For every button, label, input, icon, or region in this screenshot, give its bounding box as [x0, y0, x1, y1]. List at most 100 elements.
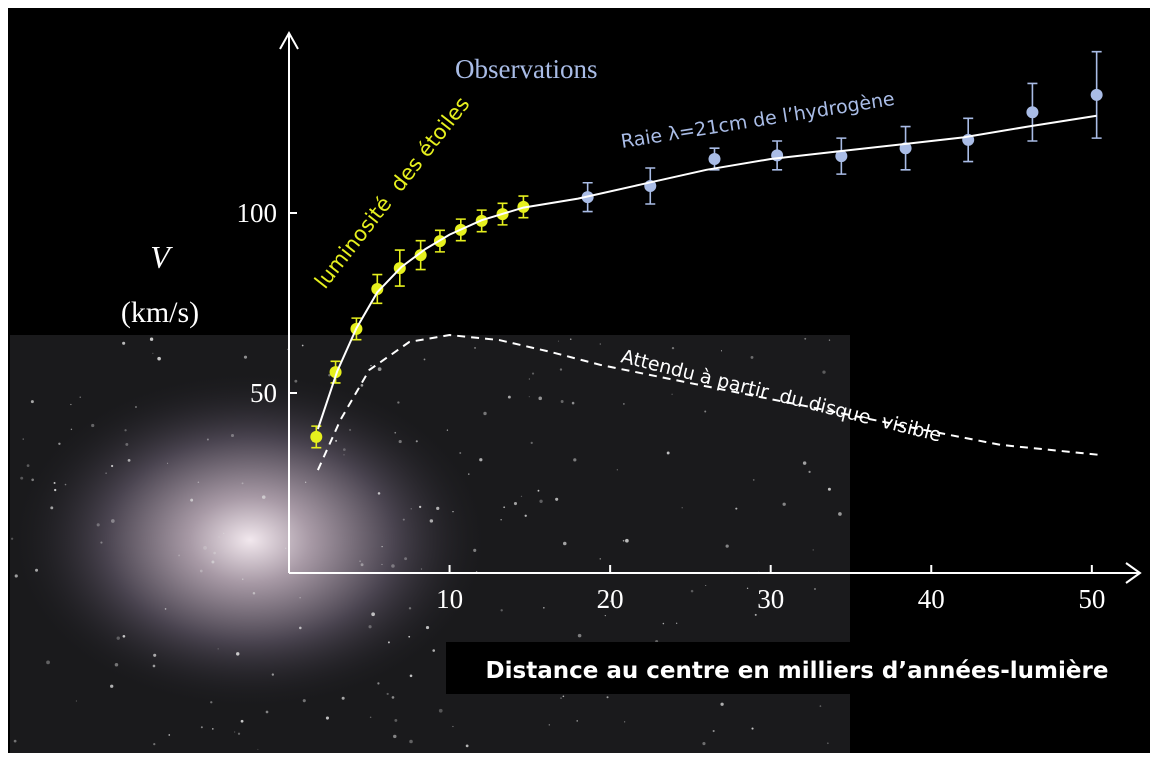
star — [257, 749, 258, 750]
star — [572, 402, 575, 405]
star — [381, 564, 382, 565]
star — [218, 648, 219, 649]
star — [394, 432, 396, 434]
star — [381, 546, 382, 547]
star — [97, 523, 100, 526]
star — [479, 458, 482, 461]
star — [827, 742, 829, 744]
star — [201, 726, 203, 728]
y-axis-unit: (km/s) — [121, 296, 199, 329]
x-tick-label: 50 — [1078, 584, 1105, 614]
star — [573, 458, 576, 461]
star — [563, 695, 565, 697]
star — [110, 685, 113, 688]
star — [23, 438, 24, 439]
star — [570, 338, 572, 340]
star — [600, 558, 601, 559]
star — [578, 634, 582, 638]
star — [539, 500, 542, 503]
star — [124, 429, 126, 431]
star — [361, 563, 364, 566]
star — [447, 429, 448, 430]
star — [468, 473, 469, 474]
star — [408, 636, 410, 638]
star — [234, 732, 235, 733]
star — [117, 636, 120, 639]
star — [529, 396, 530, 397]
star — [538, 490, 540, 492]
star — [150, 338, 153, 341]
star — [343, 448, 346, 451]
star — [31, 478, 34, 481]
star — [54, 489, 56, 491]
star — [838, 512, 842, 516]
y-axis-label: V — [150, 239, 173, 275]
star — [190, 499, 193, 502]
star — [212, 728, 214, 730]
star — [473, 549, 476, 552]
star — [755, 614, 757, 616]
star — [531, 442, 533, 444]
star — [625, 539, 629, 543]
star — [735, 508, 737, 510]
y-tick-label: 100 — [237, 198, 278, 228]
star — [392, 696, 395, 699]
star — [820, 705, 822, 707]
star — [751, 356, 754, 359]
star — [483, 412, 486, 415]
star — [242, 482, 244, 484]
star — [804, 338, 806, 340]
star — [397, 401, 399, 403]
star — [157, 357, 161, 361]
star — [349, 429, 351, 431]
x-tick-label: 30 — [757, 584, 784, 614]
star — [294, 380, 297, 383]
star — [168, 734, 170, 736]
data-point — [709, 153, 721, 165]
star — [525, 515, 527, 517]
star — [576, 720, 578, 722]
star — [452, 726, 453, 727]
galaxy — [10, 370, 490, 710]
star — [514, 502, 517, 505]
star — [393, 735, 396, 738]
star — [58, 443, 60, 445]
star — [783, 503, 786, 506]
star — [558, 341, 559, 342]
star — [213, 552, 216, 555]
star — [128, 459, 131, 462]
star — [335, 440, 337, 442]
star — [71, 429, 72, 430]
page: Observations V (km/s) Distance au centre… — [0, 0, 1158, 761]
star — [704, 411, 706, 413]
star — [46, 661, 50, 665]
star — [682, 507, 683, 508]
star — [720, 703, 723, 706]
star — [266, 711, 269, 714]
star — [371, 612, 375, 616]
star — [617, 469, 618, 470]
star — [508, 396, 511, 399]
star — [253, 592, 256, 595]
star — [135, 406, 137, 408]
star — [808, 471, 810, 473]
star — [302, 345, 304, 347]
star — [167, 463, 168, 464]
star — [111, 519, 115, 523]
star — [432, 649, 435, 652]
star — [242, 579, 243, 580]
star — [421, 568, 422, 569]
star — [236, 652, 239, 655]
star — [14, 740, 17, 743]
star — [430, 519, 433, 522]
star — [31, 400, 34, 403]
star — [378, 492, 381, 495]
star — [153, 654, 156, 657]
star — [100, 541, 102, 543]
star — [828, 488, 831, 491]
star — [370, 365, 371, 366]
x-tick-label: 10 — [436, 584, 463, 614]
data-point — [1091, 89, 1103, 101]
x-axis-label: Distance au centre en milliers d’années-… — [486, 658, 1109, 684]
star — [702, 742, 705, 745]
